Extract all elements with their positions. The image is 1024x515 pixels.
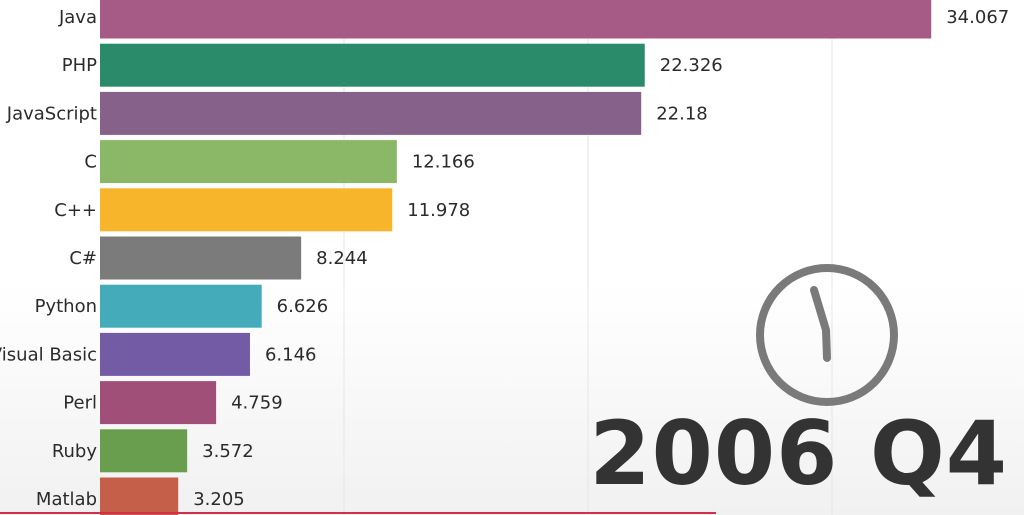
- value-label: 6.146: [265, 344, 317, 365]
- category-label: Java: [58, 7, 97, 28]
- category-label: Python: [35, 296, 97, 317]
- value-label: 12.166: [412, 152, 475, 173]
- bars: [100, 0, 932, 515]
- category-label: Perl: [63, 393, 97, 414]
- category-label: JavaScript: [6, 103, 97, 124]
- value-label: 11.978: [407, 200, 470, 221]
- clock-icon: [756, 264, 898, 406]
- bar-c-: [100, 236, 302, 280]
- bar-matlab: [100, 477, 179, 515]
- value-label: 6.626: [277, 296, 329, 317]
- category-labels: Java PHP JavaScript C C++ C# Python Visual Basi…: [0, 7, 97, 510]
- value-label: 22.18: [656, 103, 708, 124]
- bottom-accent-rule: [0, 512, 716, 514]
- bar-php: [100, 43, 645, 87]
- value-label: 34.067: [946, 7, 1009, 28]
- bar-c-: [100, 188, 393, 232]
- value-label: 3.572: [202, 441, 254, 462]
- value-label: 3.205: [193, 489, 245, 510]
- bar-ruby: [100, 429, 188, 473]
- value-labels: 34.067 22.326 22.18 12.166 11.978 8.244 6.626 6…: [193, 7, 1009, 510]
- category-label: C++: [54, 200, 97, 221]
- bar-python: [100, 284, 262, 328]
- value-label: 8.244: [316, 248, 368, 269]
- bar-visual-basic: [100, 332, 250, 376]
- period-label: 2006 Q4: [589, 402, 1008, 505]
- value-label: 4.759: [231, 393, 283, 414]
- bar-perl: [100, 381, 217, 425]
- bar-java: [100, 0, 932, 39]
- category-label: Ruby: [52, 441, 98, 462]
- category-label: C: [84, 152, 97, 173]
- category-label: C#: [69, 248, 97, 269]
- category-label: Matlab: [36, 489, 97, 510]
- category-label: Visual Basic: [0, 344, 97, 365]
- value-label: 22.326: [660, 55, 723, 76]
- bar-c: [100, 140, 397, 184]
- category-label: PHP: [62, 55, 97, 76]
- bar-javascript: [100, 91, 642, 135]
